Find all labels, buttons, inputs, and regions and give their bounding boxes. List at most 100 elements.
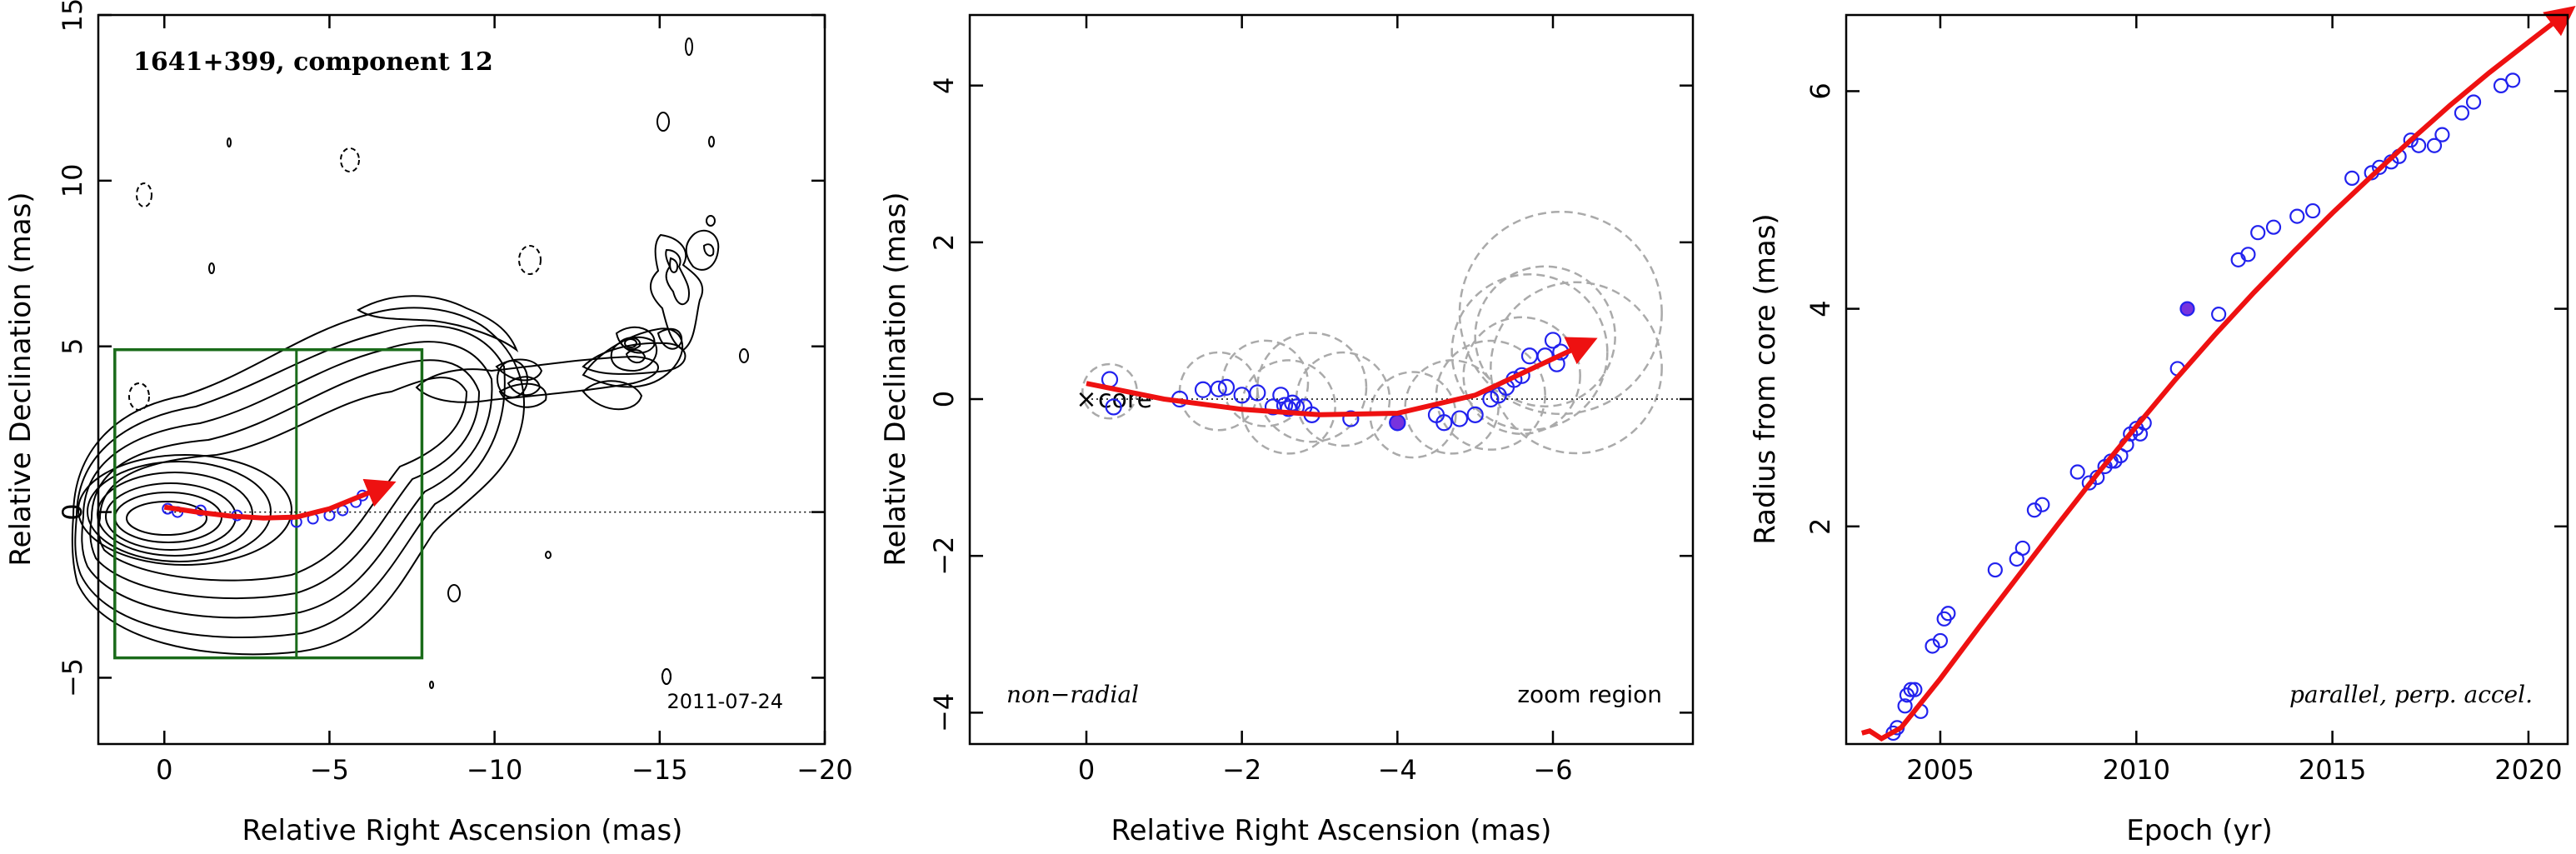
right-fit-arrow xyxy=(1861,6,2576,742)
right-panel: 2005 2010 2015 2020 2 4 6 parallel, perp. acce… xyxy=(1749,6,2576,847)
middle-gaussian-circle xyxy=(1178,351,1259,432)
right-data-point xyxy=(1925,638,1940,654)
left-xtick-label: −20 xyxy=(796,754,853,786)
middle-ytick-label: 0 xyxy=(928,391,960,407)
middle-fit-track xyxy=(1086,337,1598,417)
right-data-point xyxy=(1903,682,1919,697)
right-xtick-label: 2020 xyxy=(2494,754,2562,786)
middle-gaussian-circle xyxy=(1450,272,1609,432)
middle-xtick-label: 0 xyxy=(1078,754,1095,786)
right-plot-frame xyxy=(1845,13,2569,746)
right-fit-curve xyxy=(1861,6,2576,742)
right-data-point xyxy=(2265,219,2282,235)
middle-gaussian-circle xyxy=(1458,210,1663,416)
middle-ytick-label: −2 xyxy=(928,537,960,576)
middle-data-point xyxy=(1194,381,1212,398)
right-data-point xyxy=(2289,208,2305,224)
left-ytick-label: −5 xyxy=(57,658,88,697)
left-xtick-label: 0 xyxy=(156,754,172,786)
left-xtick-label: −5 xyxy=(310,754,349,786)
right-data-point xyxy=(1932,632,1949,649)
right-xlabel: Epoch (yr) xyxy=(2126,814,2273,847)
left-ytick-label: 10 xyxy=(57,164,88,198)
middle-data-point xyxy=(1342,410,1360,427)
middle-data-point xyxy=(1217,378,1236,397)
right-data-point xyxy=(2014,540,2030,557)
right-data-point xyxy=(1907,682,1923,697)
right-axes: 2005 2010 2015 2020 2 4 6 xyxy=(1805,13,2569,786)
middle-gaussian-circle xyxy=(1462,316,1581,436)
right-data-point xyxy=(2454,105,2470,121)
left-date-label: 2011-07-24 xyxy=(667,690,783,713)
left-panel: 0 −5 −10 −15 −20 −5 0 5 10 15 1641+399, component… xyxy=(4,0,853,847)
middle-xtick-label: −2 xyxy=(1222,754,1261,786)
middle-plot-frame xyxy=(968,13,1695,746)
right-data-point xyxy=(2250,225,2266,241)
middle-data-point xyxy=(1249,384,1266,402)
middle-filled-point xyxy=(1389,414,1406,432)
right-radius-points xyxy=(1885,72,2521,742)
middle-data-point xyxy=(1272,387,1290,404)
middle-data-point xyxy=(1450,410,1469,427)
left-xlabel: Relative Right Ascension (mas) xyxy=(242,814,683,847)
left-plot-frame xyxy=(97,13,826,746)
right-ytick-label: 6 xyxy=(1805,82,1836,99)
right-filled-point xyxy=(2179,301,2195,317)
left-zoom-box-frame xyxy=(113,347,424,660)
right-data-point xyxy=(2069,464,2085,480)
right-xtick-label: 2015 xyxy=(2299,754,2366,786)
left-xtick-label: −10 xyxy=(467,754,523,786)
middle-data-point xyxy=(1466,406,1484,423)
middle-gaussian-circle xyxy=(1435,339,1546,451)
right-data-point xyxy=(2081,475,2097,491)
left-axes: 0 −5 −10 −15 −20 −5 0 5 10 15 xyxy=(57,0,853,786)
middle-data-point xyxy=(1482,390,1500,408)
left-fit-track xyxy=(163,478,397,521)
middle-data-point xyxy=(1435,414,1453,432)
left-source-label: 1641+399, component 12 xyxy=(133,47,493,77)
right-ytick-label: 4 xyxy=(1805,300,1836,317)
right-data-point xyxy=(2240,247,2256,262)
left-ytick-label: 15 xyxy=(57,0,88,32)
middle-xtick-label: −4 xyxy=(1378,754,1417,786)
right-data-point xyxy=(2465,94,2482,110)
right-data-point xyxy=(2434,127,2450,142)
right-data-point xyxy=(1940,606,1956,622)
middle-xlabel: Relative Right Ascension (mas) xyxy=(1111,814,1552,847)
middle-fit-arrow xyxy=(1086,337,1598,417)
right-data-point xyxy=(1897,698,1913,714)
middle-gaussian-circle xyxy=(1295,351,1391,447)
middle-gaussian-components xyxy=(1081,210,1663,459)
right-data-point xyxy=(2034,497,2050,512)
right-ytick-label: 2 xyxy=(1805,518,1836,535)
right-xtick-label: 2005 xyxy=(1906,754,1974,786)
middle-gaussian-circle xyxy=(1256,332,1368,443)
right-ylabel: Radius from core (mas) xyxy=(1749,213,1782,544)
middle-core-marker: × xyxy=(1076,385,1096,414)
right-data-point xyxy=(2211,307,2227,322)
middle-gaussian-circle xyxy=(1241,359,1336,455)
right-data-point xyxy=(2304,202,2321,219)
middle-data-point xyxy=(1210,380,1227,397)
left-dashed-contours xyxy=(128,147,671,685)
middle-ylabel: Relative Declination (mas) xyxy=(879,192,912,566)
left-ylabel: Relative Declination (mas) xyxy=(4,192,37,566)
left-ytick-label: 5 xyxy=(57,338,88,355)
middle-gaussian-circle xyxy=(1474,265,1616,408)
right-data-point xyxy=(2026,502,2043,518)
middle-ytick-label: 4 xyxy=(928,77,960,93)
left-fit-arrow xyxy=(163,478,397,521)
middle-data-point xyxy=(1105,398,1122,416)
right-data-point xyxy=(2344,170,2360,186)
middle-axes: 0 −2 −4 −6 −4 −2 0 2 4 xyxy=(928,13,1695,786)
middle-gaussian-circle xyxy=(1404,359,1500,455)
middle-data-point xyxy=(1544,332,1562,349)
right-data-point xyxy=(2426,137,2443,153)
middle-zoom-label: zoom region xyxy=(1517,681,1662,708)
right-data-point xyxy=(2403,132,2419,148)
right-data-point xyxy=(2505,72,2521,88)
left-ytick-label: 0 xyxy=(57,503,88,520)
middle-xtick-label: −6 xyxy=(1533,754,1572,786)
left-zoom-box xyxy=(113,347,424,660)
